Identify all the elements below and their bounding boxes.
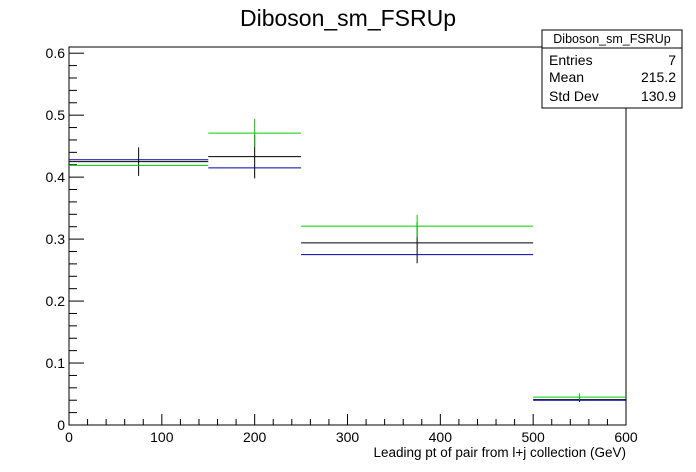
stats-entries-value: 7 — [668, 52, 676, 68]
x-tick-label: 200 — [243, 429, 267, 445]
y-tick-label: 0 — [57, 417, 65, 433]
stats-mean-label: Mean — [549, 69, 584, 85]
x-tick-label: 400 — [429, 429, 453, 445]
y-tick-label: 0.5 — [46, 107, 66, 123]
stats-mean-value: 215.2 — [641, 69, 676, 85]
y-tick-label: 0.3 — [46, 231, 66, 247]
x-axis-title: Leading pt of pair from l+j collection (… — [374, 445, 627, 460]
series-3 — [69, 159, 626, 401]
y-tick-label: 0.1 — [46, 355, 66, 371]
x-tick-label: 500 — [521, 429, 545, 445]
y-tick-label: 0.6 — [46, 45, 66, 61]
x-tick-label: 300 — [336, 429, 360, 445]
stats-stddev-label: Std Dev — [549, 88, 599, 104]
x-tick-label: 100 — [150, 429, 174, 445]
stats-box: Diboson_sm_FSRUp Entries 7 Mean 215.2 St… — [541, 29, 683, 109]
y-tick-label: 0.2 — [46, 293, 66, 309]
stats-stddev-value: 130.9 — [641, 88, 676, 104]
stats-entries-label: Entries — [549, 52, 593, 68]
axes: 0 100 200 300 400 500 600 0 0.1 0.2 0.3 0.4 0.5 0.6 — [46, 45, 638, 445]
x-tick-label: 600 — [614, 429, 638, 445]
y-tick-label: 0.4 — [46, 169, 66, 185]
x-tick-label: 0 — [65, 429, 73, 445]
chart-title: Diboson_sm_FSRUp — [240, 5, 456, 31]
stats-box-frame — [541, 29, 683, 109]
stats-box-title: Diboson_sm_FSRUp — [553, 32, 670, 46]
series-layer — [69, 118, 626, 403]
series-2 — [69, 118, 626, 401]
